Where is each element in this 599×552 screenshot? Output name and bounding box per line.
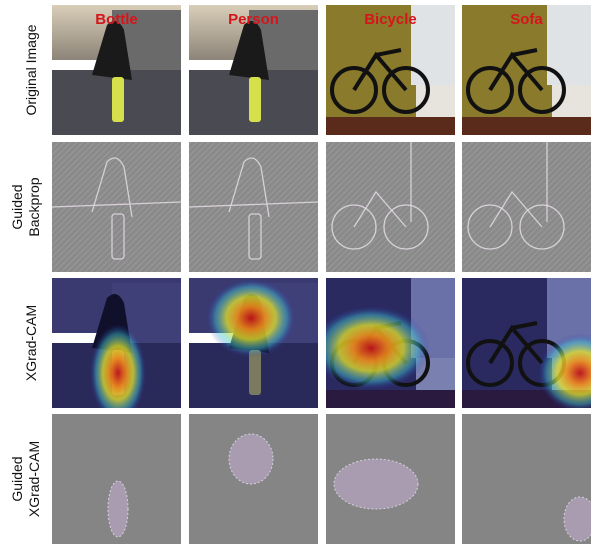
wheel [466,339,514,387]
row-label: XGrad-CAM [23,305,39,381]
image-cell [462,278,591,408]
image-cell [326,414,455,544]
image-cell [326,5,455,135]
edges [52,157,181,218]
gray-map [52,142,181,272]
edges [467,204,513,250]
bottle [249,350,261,395]
image-cell [462,5,591,135]
column-label: Bottle [95,11,138,28]
column-label: Bicycle [364,11,417,28]
frame [488,48,544,92]
row-label: Original Image [23,24,39,115]
image-cell [189,142,318,272]
row-label: Backprop [26,177,42,236]
image-cell [52,5,181,135]
gray-map [326,142,455,272]
edges [331,204,377,250]
image-cell [189,414,318,544]
wheel [518,66,566,114]
floor [462,117,591,135]
wheel [382,66,430,114]
image-cell [462,142,591,272]
frame [488,321,544,365]
heatmap [90,324,146,408]
guided-region [107,480,129,538]
wheel [466,66,514,114]
image-cell [52,278,181,408]
edges [248,213,262,260]
person [92,21,132,80]
edges [383,204,429,250]
image-cell [326,278,455,408]
floor [326,390,455,408]
row-label: Guided [9,184,25,229]
heatmap [206,278,296,358]
edges [353,142,412,228]
person [229,21,269,80]
floor [326,117,455,135]
column-label: Person [228,11,279,28]
gray-map [462,142,591,272]
image-cell [189,5,318,135]
bottle [249,77,261,122]
row-label: XGrad-CAM [26,441,42,517]
image-cell [326,142,455,272]
edges [489,142,548,228]
edges [189,157,318,218]
edges [519,204,565,250]
image-cell [52,414,181,544]
edges [111,213,125,260]
guided-region [228,433,274,485]
frame [352,48,408,92]
image-cell [462,414,591,544]
column-label: Sofa [510,11,543,28]
heatmap [538,333,591,408]
image-cell [189,278,318,408]
image-cell [52,142,181,272]
heatmap [326,306,430,390]
guided-region [563,496,591,542]
wheel [330,66,378,114]
bottle [112,77,124,122]
gray-map [189,142,318,272]
guided-region [333,458,419,510]
row-label: Guided [9,456,25,501]
